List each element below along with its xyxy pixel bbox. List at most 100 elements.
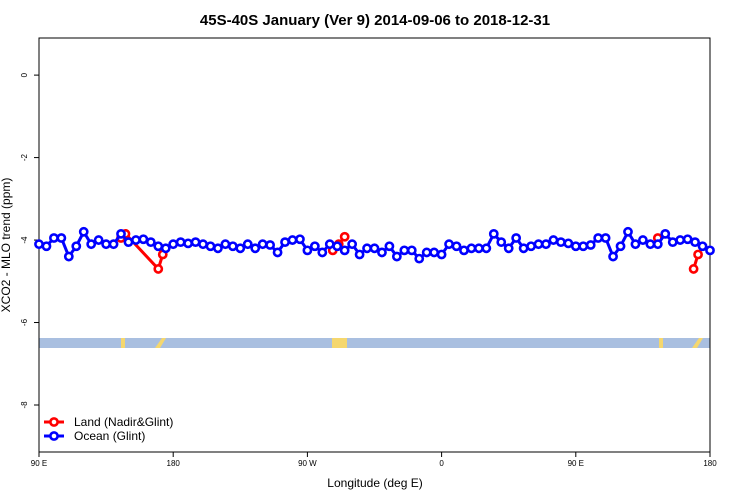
series-point: [585, 240, 596, 250]
series-point: [78, 226, 89, 237]
series-point: [175, 237, 186, 248]
series-point: [555, 237, 566, 248]
series-point: [205, 241, 216, 252]
x-tick-label: 90 E: [568, 459, 584, 468]
x-tick-label: 180: [167, 459, 181, 468]
series-point: [384, 241, 395, 252]
land-patch: [659, 338, 663, 348]
series-point: [399, 245, 410, 256]
series-point: [265, 240, 276, 250]
series-point: [101, 239, 111, 250]
series-point: [429, 247, 440, 258]
series-point: [220, 239, 231, 250]
series-point: [332, 241, 343, 252]
y-tick-label: -4: [20, 236, 29, 244]
series-point: [459, 245, 469, 256]
series-point: [168, 239, 179, 250]
x-tick-label: 90 E: [31, 459, 47, 468]
land-patch: [332, 338, 347, 348]
series-point: [324, 239, 335, 250]
series-point: [682, 234, 693, 245]
series-point: [198, 239, 208, 250]
series-point: [660, 228, 671, 239]
series-point: [638, 235, 648, 245]
series-point: [414, 253, 425, 264]
series-point: [369, 243, 380, 254]
series-point: [652, 239, 663, 250]
series-point: [317, 247, 328, 258]
series-point: [608, 251, 618, 262]
legend-label: Ocean (Glint): [74, 429, 145, 443]
series-point: [354, 249, 365, 260]
series-point: [481, 243, 492, 254]
series-point: [362, 243, 372, 254]
series-point: [688, 264, 699, 274]
series-point: [496, 237, 507, 248]
series-point: [503, 243, 514, 254]
series-point: [160, 243, 171, 254]
legend-marker: [49, 417, 59, 427]
series-point: [697, 241, 708, 252]
series-point: [518, 243, 529, 254]
land-patch: [121, 338, 125, 348]
series-point: [466, 243, 477, 254]
series-point: [630, 239, 641, 250]
series-point: [391, 251, 402, 262]
series-point: [436, 249, 447, 260]
y-tick-label: -2: [20, 153, 29, 161]
series-point: [593, 233, 604, 243]
series-point: [548, 235, 559, 245]
series-point: [693, 249, 703, 260]
series-point: [451, 241, 462, 252]
series-point: [309, 241, 320, 252]
legend-label: Land (Nadir&Glint): [74, 415, 173, 429]
series-point: [131, 235, 141, 245]
series-point: [227, 241, 238, 252]
series-point: [705, 245, 715, 256]
y-tick-label: -6: [20, 318, 29, 326]
series-point: [541, 239, 551, 250]
series-point: [116, 228, 126, 239]
series-point: [377, 247, 387, 258]
series-point: [63, 251, 74, 262]
series-point: [272, 247, 283, 258]
series-point: [287, 235, 298, 245]
series-point: [339, 231, 350, 242]
series-point: [511, 233, 522, 243]
series-point: [71, 241, 82, 252]
land-patch: [692, 338, 703, 348]
ocean-band: [39, 338, 710, 348]
x-tick-label: 180: [703, 459, 717, 468]
series-point: [235, 243, 246, 254]
series-point: [563, 238, 574, 249]
series-point: [406, 245, 417, 256]
series-point: [153, 241, 164, 252]
series-point: [108, 239, 119, 250]
chart-title: 45S-40S January (Ver 9) 2014-09-06 to 20…: [200, 12, 550, 29]
series-point: [138, 234, 149, 245]
series-point: [250, 243, 261, 254]
series-point: [645, 239, 656, 250]
series-point: [34, 239, 44, 250]
series-point: [578, 241, 589, 252]
series-point: [86, 239, 97, 250]
y-tick-label: -8: [20, 401, 29, 409]
series-point: [280, 237, 290, 248]
series-point: [295, 234, 305, 245]
series-point: [302, 245, 313, 256]
legend-marker: [49, 431, 59, 441]
series-point: [488, 228, 499, 239]
x-tick-label: 90 W: [298, 459, 317, 468]
series-point: [257, 239, 268, 250]
y-tick-label: 0: [20, 72, 29, 77]
series-point: [690, 237, 700, 248]
series-point: [213, 243, 223, 254]
x-tick-label: 0: [439, 459, 444, 468]
series-point: [339, 245, 350, 256]
series-point: [347, 239, 358, 250]
series-point: [444, 239, 454, 250]
x-axis-label: Longitude (deg E): [327, 476, 422, 490]
series-point: [56, 233, 67, 243]
series-point: [183, 238, 194, 249]
